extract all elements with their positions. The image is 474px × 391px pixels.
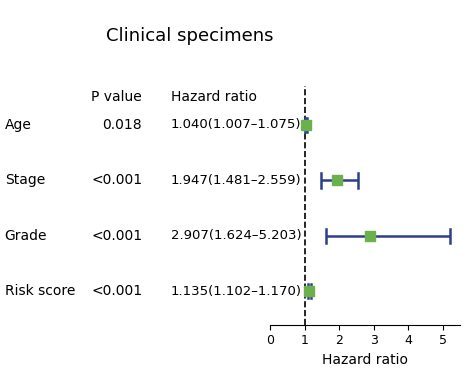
Text: Stage: Stage — [5, 173, 45, 187]
Text: 1.135(1.102–1.170): 1.135(1.102–1.170) — [171, 285, 301, 298]
Text: 0.018: 0.018 — [102, 118, 142, 132]
Text: Hazard ratio: Hazard ratio — [171, 90, 256, 104]
Text: Age: Age — [5, 118, 32, 132]
Text: 1.040(1.007–1.075): 1.040(1.007–1.075) — [171, 118, 301, 131]
Text: P value: P value — [91, 90, 142, 104]
Text: <0.001: <0.001 — [91, 229, 142, 243]
X-axis label: Hazard ratio: Hazard ratio — [322, 353, 408, 367]
Text: <0.001: <0.001 — [91, 284, 142, 298]
Text: 1.947(1.481–2.559): 1.947(1.481–2.559) — [171, 174, 301, 187]
Text: <0.001: <0.001 — [91, 173, 142, 187]
Text: 2.907(1.624–5.203): 2.907(1.624–5.203) — [171, 229, 301, 242]
Text: Grade: Grade — [5, 229, 47, 243]
Text: Clinical specimens: Clinical specimens — [106, 27, 273, 45]
Text: Risk score: Risk score — [5, 284, 75, 298]
